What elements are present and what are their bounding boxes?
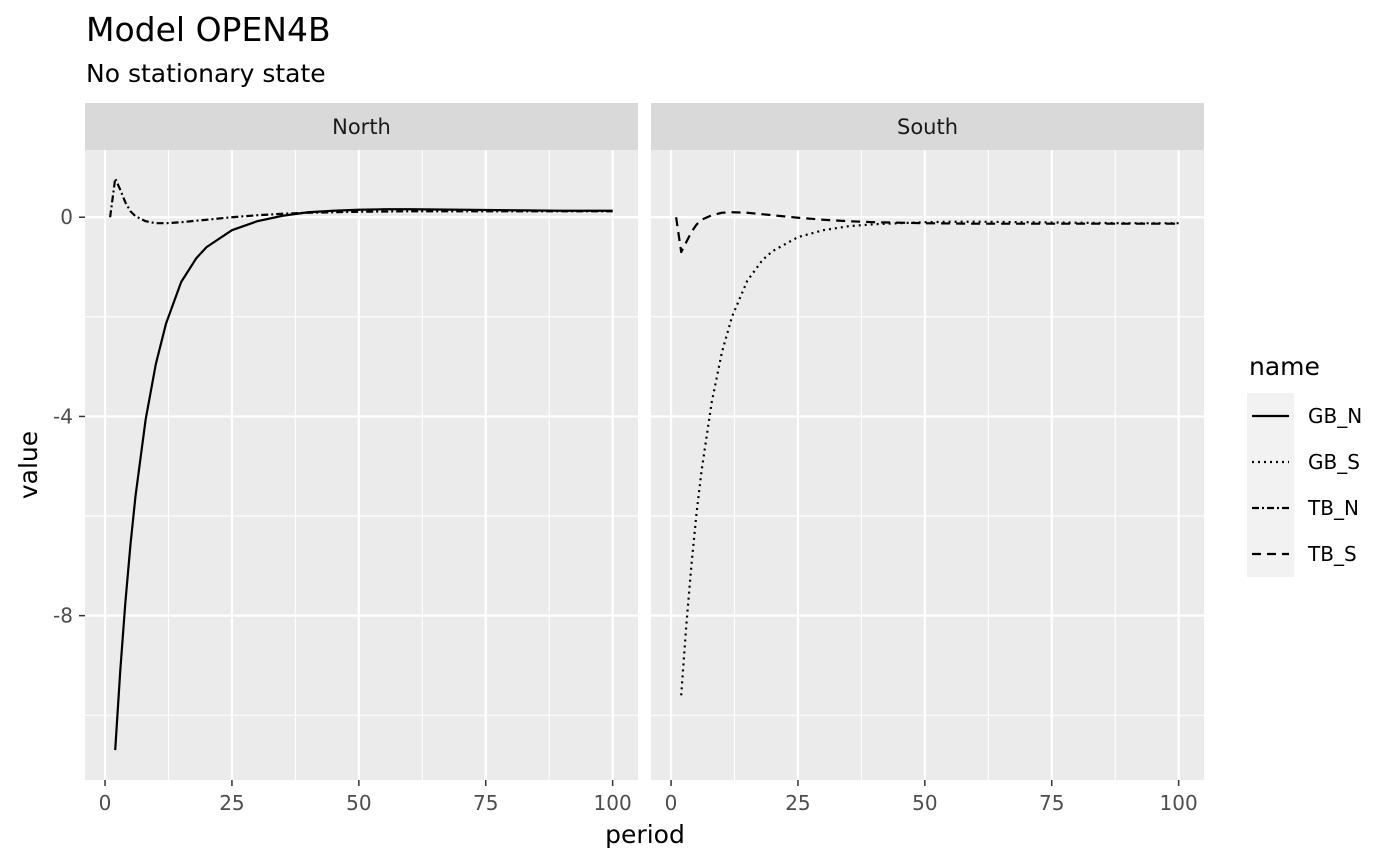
x-tick-label: 50: [346, 791, 371, 815]
strip-label-north: North: [332, 115, 391, 139]
facet-panels: North 0 25 50 75 100 0 -4 -8 South 0 25 50 75 100: [53, 103, 1204, 815]
x-tick-label: 0: [99, 791, 112, 815]
series-line-tb-s: [675, 211, 1179, 254]
x-tick-label: 0: [665, 791, 678, 815]
y-tick-label: -8: [53, 604, 73, 628]
panel-background-north: [85, 150, 638, 780]
x-tick-label: 25: [785, 791, 810, 815]
x-tick-label: 75: [1039, 791, 1064, 815]
legend: name GB_N GB_S TB_N TB_S: [1247, 352, 1362, 577]
strip-label-south: South: [897, 115, 958, 139]
series-line-gb-n: [114, 208, 613, 751]
legend-label-tb-s: TB_S: [1307, 542, 1357, 566]
legend-label-gb-n: GB_N: [1308, 404, 1362, 428]
x-tick-label: 75: [473, 791, 498, 815]
x-tick-label: 25: [219, 791, 244, 815]
panel-north: North 0 25 50 75 100 0 -4 -8: [53, 103, 638, 815]
x-tick-label: 50: [912, 791, 937, 815]
legend-title: name: [1249, 352, 1320, 381]
chart-subtitle: No stationary state: [86, 59, 326, 88]
strip-north: [85, 103, 638, 150]
panel-south: South 0 25 50 75 100: [651, 103, 1204, 815]
x-axis-title: period: [605, 820, 685, 849]
legend-key-background: [1247, 393, 1294, 577]
x-tick-label: 100: [594, 791, 632, 815]
chart-title: Model OPEN4B: [86, 10, 331, 49]
y-tick-label: 0: [60, 205, 73, 229]
series-line-tb-n: [109, 177, 613, 225]
panel-background-south: [651, 150, 1204, 780]
y-tick-label: -4: [53, 404, 73, 428]
series-line-gb-s: [680, 220, 1179, 696]
y-axis-title: value: [14, 431, 43, 499]
x-tick-label: 100: [1160, 791, 1198, 815]
legend-label-gb-s: GB_S: [1308, 450, 1360, 474]
legend-label-tb-n: TB_N: [1307, 496, 1359, 520]
strip-south: [651, 103, 1204, 150]
